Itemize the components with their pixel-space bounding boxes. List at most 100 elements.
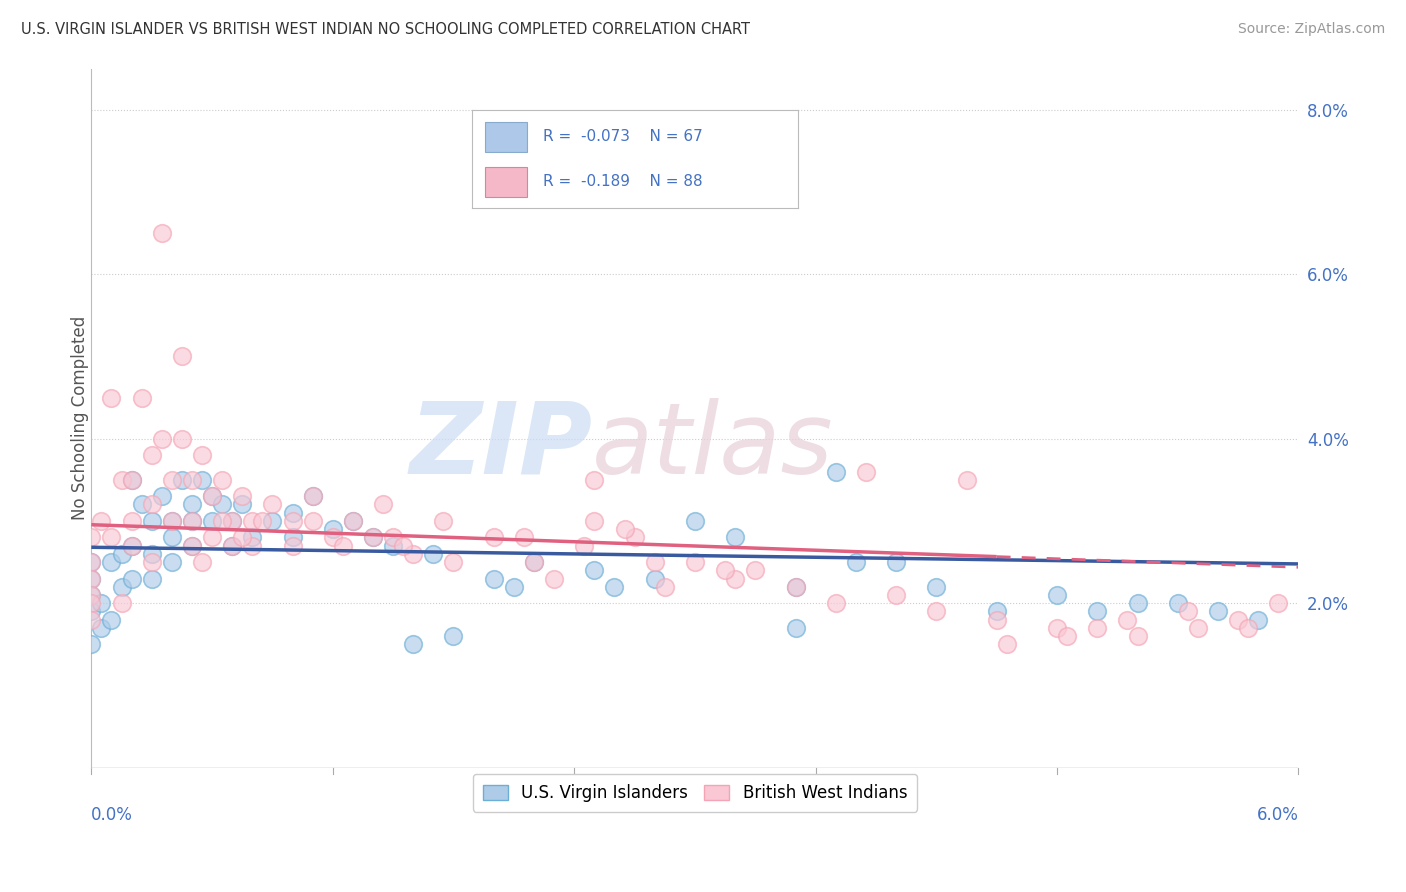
Point <box>986 604 1008 618</box>
Point <box>121 473 143 487</box>
Point <box>744 563 766 577</box>
Point <box>211 498 233 512</box>
Point <box>80 572 103 586</box>
Point <box>221 539 243 553</box>
Point <box>995 637 1018 651</box>
Point <box>342 514 364 528</box>
Point <box>724 572 747 586</box>
Point <box>141 572 163 586</box>
Point <box>342 514 364 528</box>
Point <box>603 580 626 594</box>
Point <box>110 580 132 594</box>
Point <box>824 465 846 479</box>
Point <box>240 514 263 528</box>
Point <box>221 514 243 528</box>
Point <box>181 539 204 553</box>
Point <box>824 596 846 610</box>
Point <box>683 169 706 183</box>
Point <box>583 473 606 487</box>
Point <box>1187 621 1209 635</box>
Point <box>986 613 1008 627</box>
Point <box>482 572 505 586</box>
Point <box>221 514 243 528</box>
Text: U.S. VIRGIN ISLANDER VS BRITISH WEST INDIAN NO SCHOOLING COMPLETED CORRELATION C: U.S. VIRGIN ISLANDER VS BRITISH WEST IND… <box>21 22 749 37</box>
Text: Source: ZipAtlas.com: Source: ZipAtlas.com <box>1237 22 1385 37</box>
Point <box>201 489 224 503</box>
Point <box>80 637 103 651</box>
Point <box>1227 613 1250 627</box>
Point <box>141 448 163 462</box>
Point <box>90 596 112 610</box>
Point <box>131 498 153 512</box>
Point <box>150 226 173 240</box>
Point <box>80 572 103 586</box>
Point <box>1116 613 1139 627</box>
Point <box>231 489 253 503</box>
Point <box>1247 613 1270 627</box>
Point <box>80 555 103 569</box>
Point <box>141 547 163 561</box>
Point <box>322 530 344 544</box>
Point <box>201 530 224 544</box>
Point <box>1126 629 1149 643</box>
Point <box>201 489 224 503</box>
Point <box>422 547 444 561</box>
Text: ZIP: ZIP <box>409 398 592 494</box>
Point <box>513 530 536 544</box>
Point <box>683 514 706 528</box>
Point <box>240 539 263 553</box>
Point <box>322 522 344 536</box>
Point <box>1046 588 1069 602</box>
Point <box>644 555 666 569</box>
Point <box>654 580 676 594</box>
Point <box>181 539 204 553</box>
Point <box>361 530 384 544</box>
Point <box>191 473 214 487</box>
Point <box>201 514 224 528</box>
Point <box>131 391 153 405</box>
Point <box>160 473 183 487</box>
Point <box>121 572 143 586</box>
Point <box>211 514 233 528</box>
Point <box>121 539 143 553</box>
Point <box>574 539 596 553</box>
Point <box>100 555 122 569</box>
Point <box>80 613 103 627</box>
Point <box>262 498 284 512</box>
Point <box>160 514 183 528</box>
Point <box>252 514 274 528</box>
Point <box>121 514 143 528</box>
Point <box>714 563 737 577</box>
Point <box>644 572 666 586</box>
Point <box>884 555 907 569</box>
Point <box>1126 596 1149 610</box>
Point <box>1237 621 1260 635</box>
Point <box>392 539 415 553</box>
Point <box>1206 604 1229 618</box>
Point <box>623 530 645 544</box>
Point <box>1046 621 1069 635</box>
Point <box>281 506 304 520</box>
Point <box>240 530 263 544</box>
Point <box>371 498 394 512</box>
Point <box>191 555 214 569</box>
Y-axis label: No Schooling Completed: No Schooling Completed <box>72 316 89 520</box>
Point <box>1085 621 1108 635</box>
Point <box>281 539 304 553</box>
Point <box>80 530 103 544</box>
Text: 6.0%: 6.0% <box>1257 806 1299 824</box>
Point <box>100 613 122 627</box>
Point <box>1056 629 1078 643</box>
Point <box>1167 596 1189 610</box>
Point <box>382 530 405 544</box>
Point <box>80 596 103 610</box>
Point <box>121 539 143 553</box>
Point <box>955 473 977 487</box>
Point <box>80 588 103 602</box>
Point <box>583 514 606 528</box>
Point <box>402 637 425 651</box>
Point <box>170 473 193 487</box>
Point <box>110 596 132 610</box>
Point <box>502 580 524 594</box>
Point <box>683 555 706 569</box>
